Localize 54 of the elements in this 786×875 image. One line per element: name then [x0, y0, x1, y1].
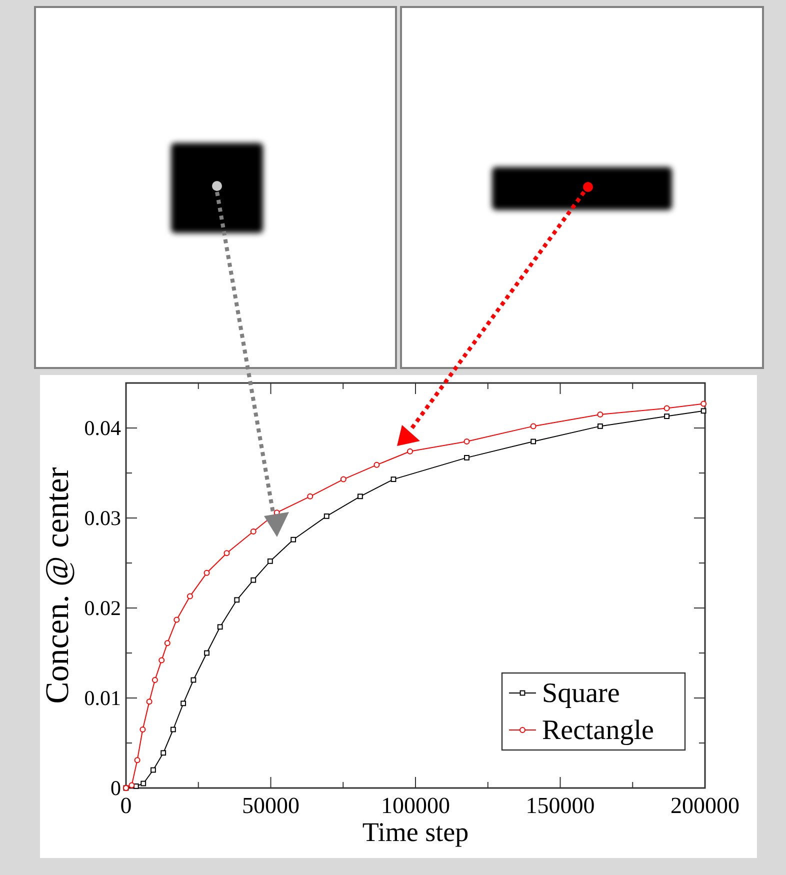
x-tick-label: 200000: [670, 793, 740, 818]
point: [150, 767, 156, 773]
point: [267, 558, 273, 564]
point: [158, 657, 165, 664]
point: [186, 593, 193, 600]
point: [358, 494, 363, 500]
point: [290, 536, 296, 542]
point: [664, 405, 670, 412]
point: [234, 597, 240, 603]
point: [140, 726, 146, 732]
point: [700, 400, 707, 407]
point: [250, 528, 256, 534]
point: [204, 570, 210, 576]
x-axis-title: Time step: [362, 817, 469, 847]
point: [128, 782, 135, 788]
x-tick-label: 50000: [242, 793, 300, 818]
point: [530, 438, 536, 444]
point: [664, 414, 670, 419]
point: [224, 550, 230, 556]
y-axis-title: Concen. @ center: [40, 467, 76, 704]
point: [133, 784, 139, 789]
point: [160, 750, 166, 756]
point: [134, 757, 140, 764]
point: [464, 438, 470, 444]
point: [180, 700, 186, 706]
legend-label: Rectangle: [542, 715, 654, 746]
point: [597, 412, 604, 418]
y-tick-label: 0.04: [84, 416, 122, 440]
y-tick-label: 0: [110, 776, 121, 800]
point: [464, 455, 470, 460]
point: [140, 780, 146, 786]
y-tick-label: 0.01: [84, 686, 121, 710]
point: [340, 476, 346, 482]
point: [152, 677, 158, 683]
point: [530, 423, 536, 430]
point: [204, 650, 210, 656]
point: [407, 448, 413, 454]
y-tick-label: 0.03: [84, 506, 121, 530]
point: [598, 424, 603, 429]
point: [217, 624, 223, 630]
y-tick-label: 0.02: [84, 596, 121, 620]
point: [170, 726, 176, 732]
point: [146, 698, 152, 705]
x-tick-label: 100000: [381, 793, 450, 818]
point: [700, 408, 706, 414]
x-tick-label: 150000: [526, 793, 595, 818]
point: [390, 476, 396, 482]
point: [374, 462, 380, 468]
point: [307, 493, 314, 500]
point: [164, 640, 170, 646]
point: [174, 616, 180, 623]
legend-label: Square: [542, 678, 620, 709]
point: [250, 577, 256, 583]
point: [324, 514, 330, 519]
